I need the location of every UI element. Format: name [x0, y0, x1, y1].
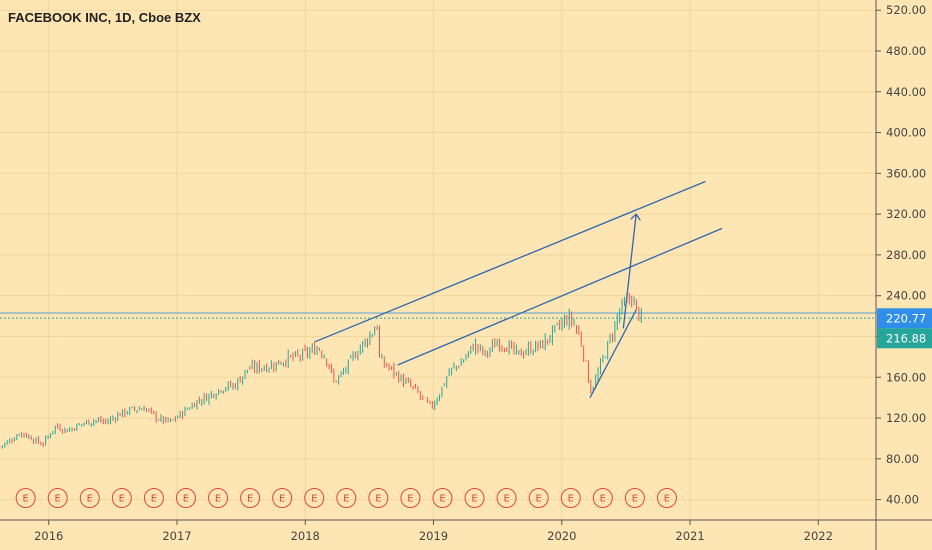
earnings-marker-label: E [664, 494, 670, 505]
earnings-marker-label: E [151, 494, 157, 505]
earnings-marker[interactable] [15, 488, 36, 508]
y-tick-label: 40.00 [886, 493, 919, 507]
x-axis[interactable]: 2016 2017 2018 2019 2020 2021 2022 [34, 520, 833, 543]
earnings-marker[interactable] [464, 488, 485, 508]
chart-title: FACEBOOK INC, 1D, Cboe BZX [8, 10, 201, 25]
y-tick-label: 80.00 [886, 452, 919, 466]
price-tag-label: 216.88 [886, 331, 926, 345]
earnings-marker-label: E [119, 494, 125, 505]
price-tag [877, 328, 932, 349]
y-tick-label: 360.00 [886, 166, 926, 180]
x-tick-label: 2022 [804, 529, 833, 543]
x-tick-label: 2016 [34, 529, 63, 543]
earnings-marker-label: E [343, 494, 349, 505]
x-tick-label: 2019 [419, 529, 448, 543]
earnings-marker-label: E [600, 494, 606, 505]
price-tag [877, 308, 932, 329]
earnings-marker[interactable] [592, 488, 613, 508]
candles [0, 292, 642, 449]
y-tick-label: 400.00 [886, 126, 926, 140]
x-tick-label: 2020 [547, 529, 576, 543]
earnings-marker[interactable] [400, 488, 421, 508]
earnings-marker[interactable] [624, 488, 645, 508]
y-tick-label: 160.00 [886, 370, 926, 384]
trendline[interactable] [397, 227, 723, 366]
earnings-marker-label: E [503, 494, 509, 505]
earnings-marker-label: E [375, 494, 381, 505]
earnings-marker[interactable] [208, 488, 229, 508]
y-tick-label: 280.00 [886, 248, 926, 262]
earnings-marker-label: E [87, 494, 93, 505]
earnings-marker[interactable] [240, 488, 261, 508]
y-tick-label: 520.00 [886, 3, 926, 17]
earnings-marker-label: E [183, 494, 189, 505]
y-axis[interactable]: 40.0080.00120.00160.00200.00240.00280.00… [876, 3, 926, 507]
y-tick-label: 480.00 [886, 44, 926, 58]
earnings-marker-label: E [311, 494, 317, 505]
earnings-marker-label: E [632, 494, 638, 505]
plot-area[interactable] [0, 0, 876, 520]
price-tag-label: 220.77 [886, 311, 926, 325]
earnings-marker[interactable] [79, 488, 100, 508]
x-tick-label: 2018 [291, 529, 320, 543]
earnings-marker[interactable] [272, 488, 293, 508]
earnings-marker[interactable] [496, 488, 517, 508]
y-tick-label: 320.00 [886, 207, 926, 221]
earnings-marker[interactable] [368, 488, 389, 508]
earnings-marker-label: E [55, 494, 61, 505]
x-tick-label: 2017 [162, 529, 191, 543]
trendlines[interactable] [315, 180, 723, 398]
y-tick-label: 440.00 [886, 85, 926, 99]
earnings-marker[interactable] [656, 488, 677, 508]
earnings-marker-label: E [407, 494, 413, 505]
earnings-marker[interactable] [432, 488, 453, 508]
earnings-marker[interactable] [175, 488, 196, 508]
earnings-marker[interactable] [336, 488, 357, 508]
x-tick-label: 2021 [675, 529, 704, 543]
earnings-marker-label: E [247, 494, 253, 505]
earnings-marker[interactable] [143, 488, 164, 508]
earnings-marker[interactable] [528, 488, 549, 508]
earnings-marker[interactable] [47, 488, 68, 508]
trendline[interactable] [315, 180, 706, 343]
grid [0, 0, 876, 520]
earnings-marker-label: E [215, 494, 221, 505]
y-tick-label: 240.00 [886, 289, 926, 303]
earnings-marker-label: E [471, 494, 477, 505]
earnings-marker[interactable] [111, 488, 132, 508]
earnings-marker[interactable] [304, 488, 325, 508]
horizontal-lines [0, 312, 876, 319]
y-tick-label: 120.00 [886, 411, 926, 425]
earnings-marker-label: E [22, 494, 28, 505]
earnings-marker-label: E [439, 494, 445, 505]
projection-arrow[interactable] [622, 214, 636, 329]
earnings-marker-label: E [279, 494, 285, 505]
trendline[interactable] [589, 309, 637, 398]
price-tags: 220.77 216.88 [877, 308, 932, 349]
earnings-marker-label: E [568, 494, 574, 505]
earnings-marker[interactable] [560, 488, 581, 508]
earnings-marker-label: E [536, 494, 542, 505]
